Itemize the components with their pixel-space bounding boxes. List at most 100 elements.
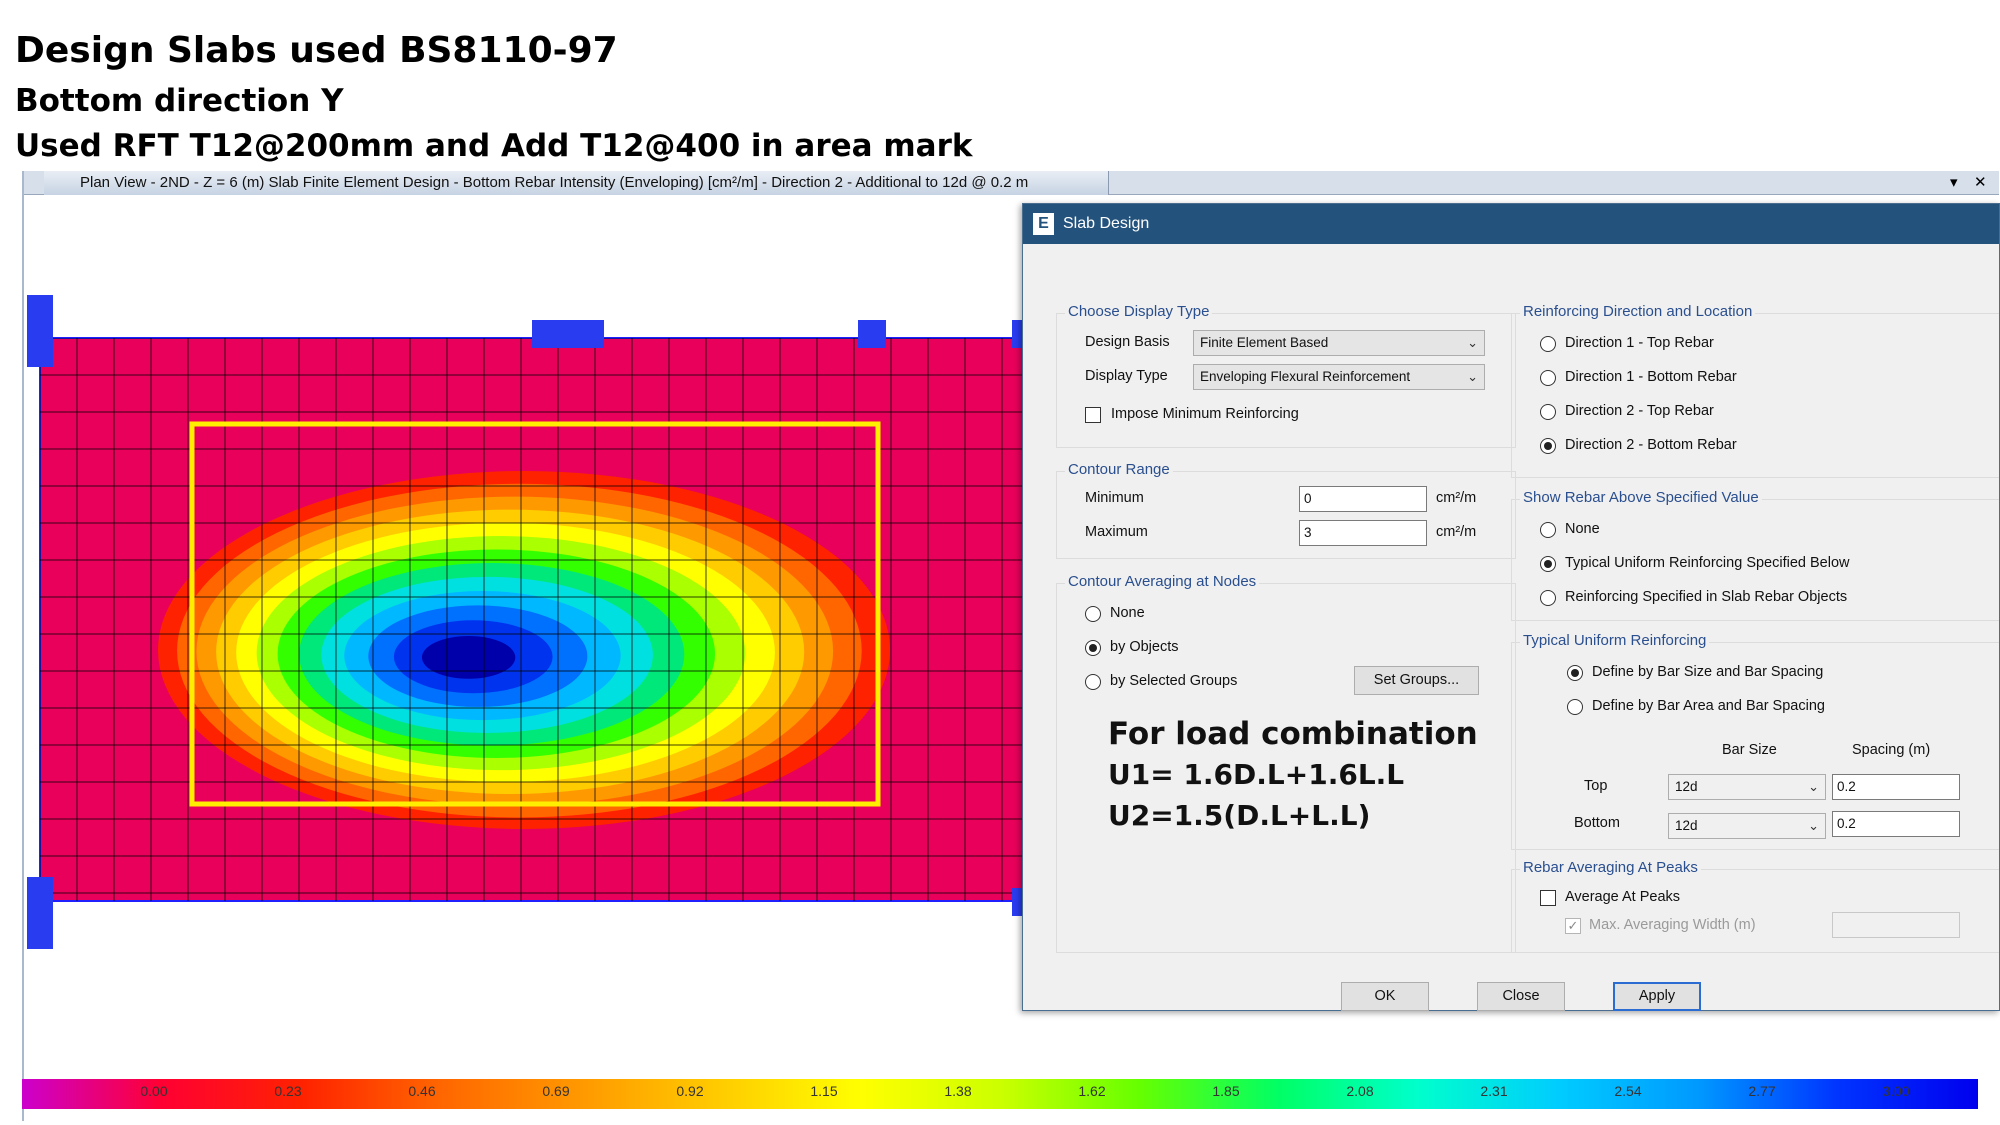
maximum-label: Maximum (1085, 524, 1148, 540)
legend-gradient (22, 1079, 1978, 1109)
load-combination-u2: U2=1.5(D.L+L.L) (1108, 799, 1371, 832)
average-at-peaks-checkbox[interactable] (1540, 890, 1556, 906)
legend-tick-label: 1.85 (1212, 1083, 1240, 1099)
group-label: Typical Uniform Reinforcing (1520, 632, 1710, 649)
maximum-input[interactable]: 3 (1299, 520, 1427, 546)
group-label: Reinforcing Direction and Location (1520, 303, 1756, 320)
plan-view-title[interactable]: Plan View - 2ND - Z = 6 (m) Slab Finite … (44, 171, 1109, 195)
legend-tick-label: 2.77 (1748, 1083, 1776, 1099)
impose-minimum-checkbox[interactable] (1085, 407, 1101, 423)
unit-label: cm²/m (1436, 524, 1477, 540)
direction-option-label: Direction 1 - Top Rebar (1565, 335, 1714, 351)
group-label: Contour Range (1065, 461, 1173, 478)
chevron-down-icon: ⌄ (1808, 818, 1819, 833)
chevron-down-icon: ⌄ (1467, 369, 1478, 384)
plan-canvas[interactable] (24, 195, 1999, 1095)
finite-element-mesh (40, 338, 1024, 901)
design-basis-label: Design Basis (1085, 334, 1170, 350)
averaging-option-label: by Selected Groups (1110, 673, 1238, 689)
legend-tick-label: 0.23 (274, 1083, 302, 1099)
display-type-label: Display Type (1085, 368, 1168, 384)
show-rebar-option-radio[interactable] (1540, 556, 1556, 572)
ok-button[interactable]: OK (1341, 982, 1429, 1011)
direction-option-radio[interactable] (1540, 336, 1556, 352)
plan-view-titlebar: Plan View - 2ND - Z = 6 (m) Slab Finite … (24, 171, 1999, 195)
direction-option-label: Direction 2 - Bottom Rebar (1565, 437, 1737, 453)
bar-size-column-header: Bar Size (1722, 742, 1777, 758)
averaging-none-radio[interactable] (1085, 606, 1101, 622)
minimum-label: Minimum (1085, 490, 1144, 506)
display-type-group: Choose Display Type Design Basis Finite … (1056, 303, 1516, 448)
legend-tick-label: 0.46 (408, 1083, 436, 1099)
define-by-bar-area-radio[interactable] (1567, 699, 1583, 715)
close-window-icon[interactable]: ✕ (1974, 174, 1987, 191)
average-at-peaks-label: Average At Peaks (1565, 889, 1681, 905)
legend-tick-label: 2.54 (1614, 1083, 1642, 1099)
max-width-checkbox: ✓ (1565, 918, 1581, 934)
top-spacing-input[interactable]: 0.2 (1832, 774, 1960, 800)
averaging-by-groups-radio[interactable] (1085, 674, 1101, 690)
design-basis-select[interactable]: Finite Element Based ⌄ (1193, 330, 1485, 356)
max-width-input (1832, 912, 1960, 938)
load-combination-heading: For load combination (1108, 716, 1478, 752)
display-type-select[interactable]: Enveloping Flexural Reinforcement ⌄ (1193, 364, 1485, 390)
legend-tick-label: 3.00 (1882, 1083, 1910, 1099)
direction-option-label: Direction 1 - Bottom Rebar (1565, 369, 1737, 385)
apply-button[interactable]: Apply (1613, 982, 1701, 1011)
legend-tick-label: 1.62 (1078, 1083, 1106, 1099)
top-bar-size-select[interactable]: 12d ⌄ (1668, 774, 1826, 800)
rebar-averaging-group: Rebar Averaging At Peaks Average At Peak… (1511, 859, 1999, 953)
group-label: Show Rebar Above Specified Value (1520, 489, 1762, 506)
contour-range-group: Contour Range Minimum 0 cm²/m Maximum 3 … (1056, 461, 1516, 559)
show-rebar-option-label: Typical Uniform Reinforcing Specified Be… (1565, 555, 1850, 571)
averaging-option-label: None (1110, 605, 1145, 621)
top-bar-size-value: 12d (1675, 779, 1698, 794)
direction-option-radio[interactable] (1540, 370, 1556, 386)
bottom-bar-size-select[interactable]: 12d ⌄ (1668, 813, 1826, 839)
bottom-spacing-input[interactable]: 0.2 (1832, 811, 1960, 837)
show-rebar-group: Show Rebar Above Specified Value None Ty… (1511, 489, 1999, 621)
display-type-value: Enveloping Flexural Reinforcement (1200, 369, 1411, 384)
close-button[interactable]: Close (1477, 982, 1565, 1011)
define-by-bar-size-radio[interactable] (1567, 665, 1583, 681)
support-column (27, 877, 53, 949)
legend-tick-label: 0.00 (140, 1083, 168, 1099)
averaging-by-objects-radio[interactable] (1085, 640, 1101, 656)
direction-option-radio[interactable] (1540, 404, 1556, 420)
rebar-direction-group: Reinforcing Direction and Location Direc… (1511, 303, 1999, 478)
legend-tick-label: 2.08 (1346, 1083, 1374, 1099)
show-rebar-option-radio[interactable] (1540, 522, 1556, 538)
chevron-down-icon: ⌄ (1808, 779, 1819, 794)
spacing-column-header: Spacing (m) (1852, 742, 1931, 758)
window-menu-dropdown-icon[interactable]: ▾ (1950, 174, 1958, 191)
etabs-logo-icon: E (1033, 213, 1054, 235)
contour-legend-bar: 0.00 0.23 0.46 0.69 0.92 1.15 1.38 1.62 1.85 2.08… (22, 1079, 1978, 1109)
unit-label: cm²/m (1436, 490, 1477, 506)
area-mark (189, 421, 881, 807)
minimum-input[interactable]: 0 (1299, 486, 1427, 512)
group-label: Choose Display Type (1065, 303, 1213, 320)
bottom-row-label: Bottom (1574, 815, 1620, 831)
support-column (858, 320, 886, 348)
slide-note: Used RFT T12@200mm and Add T12@400 in ar… (15, 128, 973, 164)
group-label: Contour Averaging at Nodes (1065, 573, 1260, 590)
contour-averaging-group: Contour Averaging at Nodes None by Objec… (1056, 573, 1516, 953)
support-column (1012, 888, 1024, 916)
typical-option-label: Define by Bar Size and Bar Spacing (1592, 664, 1824, 680)
group-label: Rebar Averaging At Peaks (1520, 859, 1701, 876)
chevron-down-icon: ⌄ (1467, 335, 1478, 350)
slide-title: Design Slabs used BS8110-97 (15, 30, 618, 71)
show-rebar-option-radio[interactable] (1540, 590, 1556, 606)
design-basis-value: Finite Element Based (1200, 335, 1329, 350)
show-rebar-option-label: None (1565, 521, 1600, 537)
support-column (1012, 320, 1024, 348)
direction-option-radio[interactable] (1540, 438, 1556, 454)
slab-contour-plot (27, 295, 1024, 949)
legend-tick-label: 0.92 (676, 1083, 704, 1099)
support-column (532, 320, 604, 348)
support-column (27, 295, 53, 367)
show-rebar-option-label: Reinforcing Specified in Slab Rebar Obje… (1565, 589, 1848, 605)
load-combination-u1: U1= 1.6D.L+1.6L.L (1108, 758, 1405, 791)
set-groups-button[interactable]: Set Groups... (1354, 666, 1479, 695)
legend-tick-label: 1.15 (810, 1083, 838, 1099)
